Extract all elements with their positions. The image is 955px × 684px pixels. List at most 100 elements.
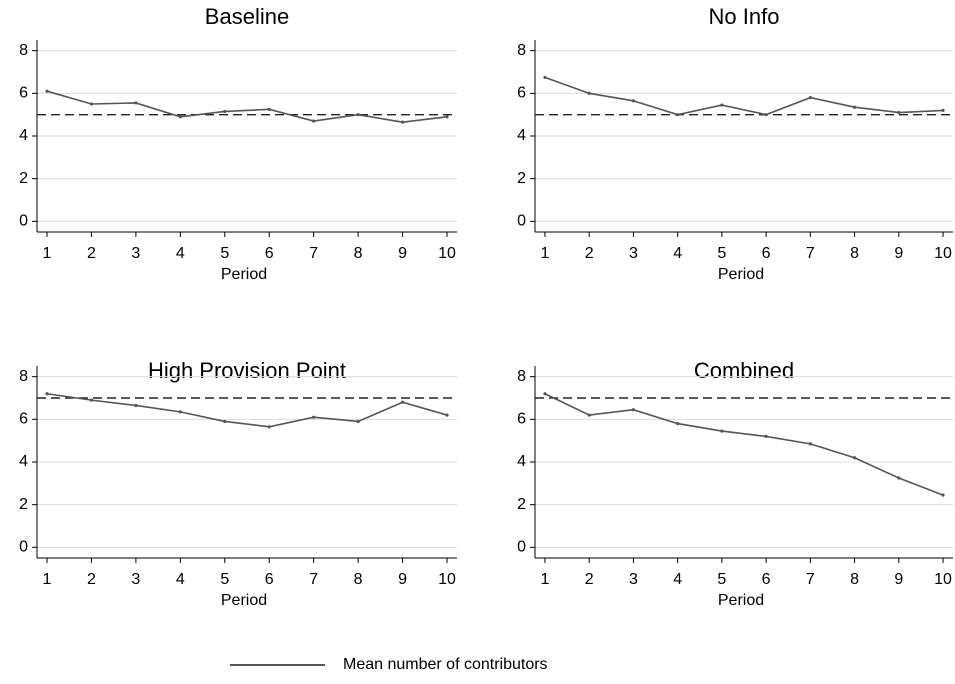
x-tick-label: 9 <box>894 245 903 262</box>
data-point <box>587 91 591 95</box>
y-tick-label: 8 <box>19 368 28 385</box>
x-tick-label: 4 <box>176 245 185 262</box>
x-tick-label: 10 <box>438 571 456 588</box>
x-tick-label: 8 <box>354 245 363 262</box>
x-tick-label: 2 <box>87 571 96 588</box>
x-tick-label: 3 <box>131 245 140 262</box>
data-point <box>543 75 547 79</box>
data-point <box>764 434 768 438</box>
x-tick-label: 9 <box>398 245 407 262</box>
data-point <box>267 425 271 429</box>
x-axis-label: Period <box>718 266 764 283</box>
y-tick-label: 6 <box>19 85 28 102</box>
data-point <box>764 113 768 117</box>
y-tick-label: 0 <box>517 539 526 556</box>
panel-title: No Info <box>709 4 780 29</box>
x-tick-label: 4 <box>176 571 185 588</box>
x-tick-label: 9 <box>894 571 903 588</box>
data-point <box>178 115 182 119</box>
panel-title: Baseline <box>205 4 289 29</box>
data-point <box>676 422 680 426</box>
data-point <box>89 102 94 106</box>
data-point <box>676 113 680 117</box>
data-point <box>720 103 724 107</box>
x-tick-label: 6 <box>265 571 274 588</box>
x-tick-label: 1 <box>540 245 549 262</box>
x-tick-label: 8 <box>850 245 859 262</box>
data-point <box>852 105 857 109</box>
y-tick-label: 2 <box>19 170 28 187</box>
y-tick-label: 2 <box>517 170 526 187</box>
panel-title: High Provision Point <box>148 358 346 383</box>
x-tick-label: 3 <box>629 245 638 262</box>
y-tick-label: 0 <box>517 213 526 230</box>
y-tick-label: 4 <box>517 453 526 470</box>
data-point <box>941 108 945 112</box>
y-tick-label: 8 <box>19 42 28 59</box>
data-point <box>445 115 449 119</box>
x-tick-label: 5 <box>220 571 229 588</box>
data-point <box>89 398 94 402</box>
data-point <box>356 113 360 117</box>
y-tick-label: 2 <box>19 496 28 513</box>
x-tick-label: 3 <box>629 571 638 588</box>
x-tick-label: 5 <box>717 245 726 262</box>
data-point <box>223 109 227 114</box>
x-tick-label: 9 <box>398 571 407 588</box>
y-tick-label: 4 <box>517 127 526 144</box>
x-tick-label: 2 <box>87 245 96 262</box>
x-tick-label: 10 <box>934 245 952 262</box>
y-tick-label: 8 <box>517 368 526 385</box>
y-tick-label: 6 <box>19 411 28 428</box>
x-tick-label: 1 <box>43 245 52 262</box>
data-point <box>631 99 636 103</box>
y-tick-label: 4 <box>19 127 28 144</box>
data-point <box>631 408 636 412</box>
data-point <box>267 107 271 111</box>
x-tick-label: 6 <box>265 245 274 262</box>
legend-label: Mean number of contributors <box>343 656 548 673</box>
data-point <box>178 410 182 414</box>
y-tick-label: 0 <box>19 539 28 556</box>
y-tick-label: 8 <box>517 42 526 59</box>
x-tick-label: 1 <box>43 571 52 588</box>
data-point <box>445 413 449 417</box>
data-point <box>808 442 812 446</box>
x-tick-label: 8 <box>850 571 859 588</box>
x-tick-label: 7 <box>806 245 815 262</box>
data-point <box>312 415 316 419</box>
x-tick-label: 4 <box>673 245 682 262</box>
x-tick-label: 1 <box>540 571 549 588</box>
y-tick-label: 2 <box>517 496 526 513</box>
data-point <box>897 476 901 480</box>
data-point <box>543 392 547 396</box>
y-tick-label: 0 <box>19 213 28 230</box>
data-point <box>897 110 901 115</box>
x-tick-label: 3 <box>131 571 140 588</box>
x-tick-label: 8 <box>354 571 363 588</box>
data-line <box>46 90 448 123</box>
data-point <box>720 429 724 433</box>
data-point <box>45 392 49 396</box>
data-point <box>223 419 227 424</box>
data-point <box>941 493 945 497</box>
data-line <box>46 392 448 428</box>
panel-title: Combined <box>694 358 794 383</box>
data-point <box>134 403 138 408</box>
x-tick-label: 4 <box>673 571 682 588</box>
data-point <box>356 419 360 424</box>
x-tick-label: 7 <box>309 571 318 588</box>
x-axis-label: Period <box>718 592 764 609</box>
data-point <box>134 101 138 105</box>
data-point <box>312 119 316 123</box>
x-tick-label: 5 <box>220 245 229 262</box>
y-tick-label: 4 <box>19 453 28 470</box>
data-point <box>808 96 812 100</box>
data-line <box>544 393 944 496</box>
x-tick-label: 5 <box>717 571 726 588</box>
data-point <box>400 120 405 124</box>
data-point <box>400 400 405 404</box>
data-point <box>852 456 857 460</box>
data-point <box>45 89 49 93</box>
